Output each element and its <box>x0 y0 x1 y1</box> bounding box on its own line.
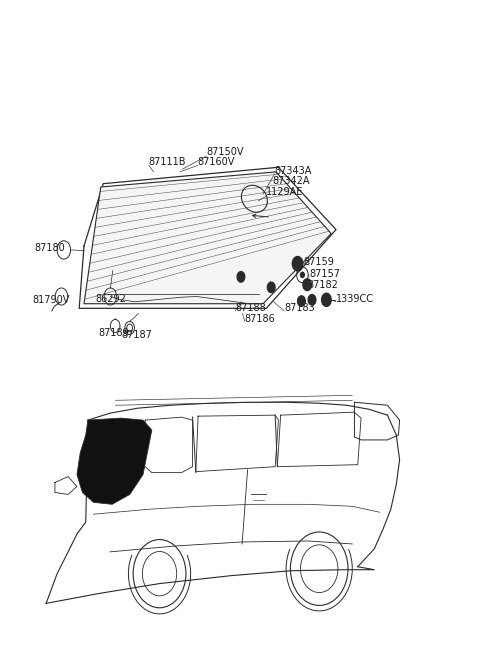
Text: 87150V: 87150V <box>206 147 244 157</box>
Text: 87342A: 87342A <box>273 176 310 186</box>
Polygon shape <box>84 172 331 304</box>
Polygon shape <box>77 418 152 504</box>
Circle shape <box>298 296 305 306</box>
Text: 87157: 87157 <box>309 268 340 279</box>
Circle shape <box>300 272 304 277</box>
Circle shape <box>292 256 303 271</box>
Circle shape <box>308 295 316 305</box>
Circle shape <box>237 272 245 282</box>
Text: 87186: 87186 <box>245 314 276 324</box>
Text: 87180: 87180 <box>35 243 65 253</box>
Text: 81790V: 81790V <box>33 295 70 305</box>
Text: 87111B: 87111B <box>149 157 186 167</box>
Text: 87183: 87183 <box>284 303 315 314</box>
Text: 87189: 87189 <box>98 328 129 338</box>
Text: 87188: 87188 <box>235 303 266 314</box>
Text: 87160V: 87160V <box>198 157 235 167</box>
Text: 87343A: 87343A <box>275 165 312 176</box>
Text: 1339CC: 1339CC <box>336 294 374 304</box>
Text: 87182: 87182 <box>307 279 338 290</box>
Text: 1129AE: 1129AE <box>266 186 304 197</box>
Circle shape <box>322 293 331 306</box>
Text: 87159: 87159 <box>303 256 334 267</box>
Text: 86292: 86292 <box>95 294 126 304</box>
Circle shape <box>303 279 312 291</box>
Circle shape <box>267 282 275 293</box>
Text: 87187: 87187 <box>121 329 152 340</box>
